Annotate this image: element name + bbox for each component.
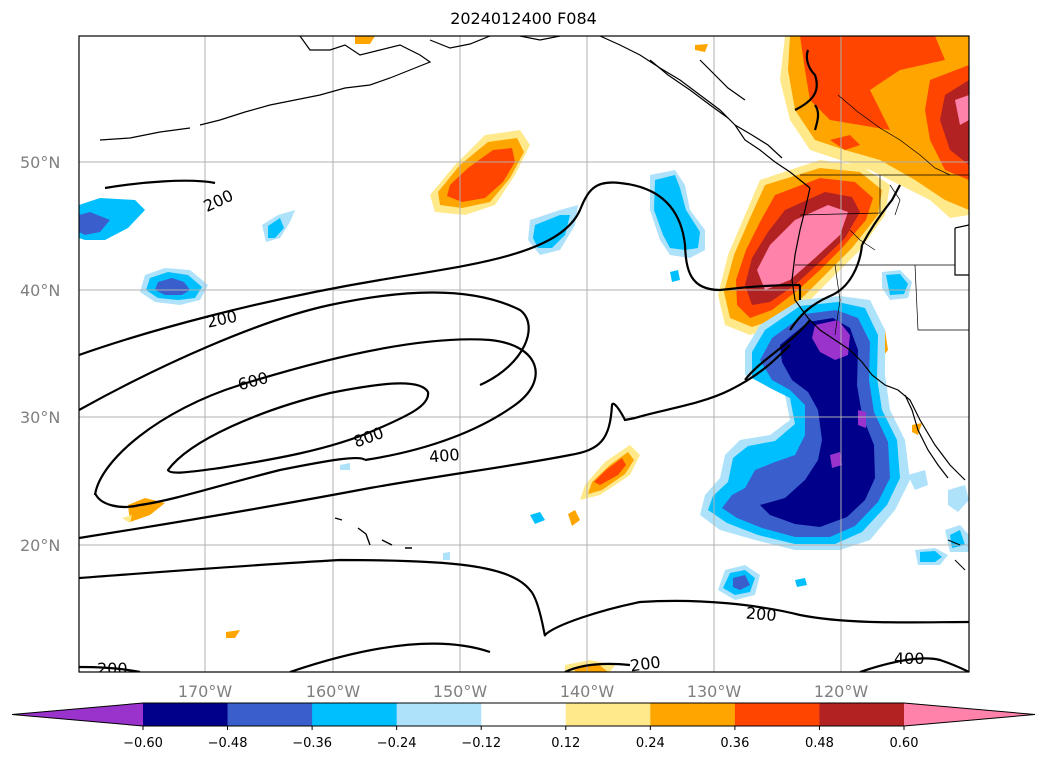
negative-anomaly-areas — [79, 170, 969, 600]
colorbar-segment — [143, 703, 229, 726]
contour-lines — [79, 49, 969, 672]
colorbar-segment — [734, 703, 820, 726]
lat-label-20n: 20°N — [20, 536, 60, 555]
colorbar-tick-label: 0.24 — [636, 736, 665, 751]
lon-label-160w: 160°W — [306, 682, 361, 701]
state-borders — [795, 174, 969, 336]
colorbar-segment — [227, 703, 313, 726]
lat-label-30n: 30°N — [20, 408, 60, 427]
colorbar-tick-label: −0.60 — [123, 736, 163, 751]
map-title: 2024012400 F084 — [450, 9, 597, 28]
colorbar-segment — [650, 703, 736, 726]
colorbar-tick-label: −0.24 — [377, 736, 417, 751]
contour-label: 200 — [97, 659, 128, 678]
baja-coast — [904, 394, 949, 479]
colorbar-tick-label: 0.48 — [805, 736, 834, 751]
colorbar-extend-low — [12, 703, 143, 726]
contour-label: 400 — [428, 445, 460, 467]
colorbar-segment — [481, 703, 567, 726]
latitude-labels: 50°N 40°N 30°N 20°N — [20, 153, 60, 555]
lon-label-120w: 120°W — [814, 682, 869, 701]
colorbar-tick-label: −0.36 — [292, 736, 332, 751]
contour-200-south — [79, 558, 969, 637]
colorbar-segment — [312, 703, 398, 726]
contour-200-north — [79, 181, 801, 357]
lon-label-140w: 140°W — [560, 682, 615, 701]
colorbar: −0.60 −0.48 −0.36 −0.24 −0.12 0.12 0.24 0.36 0.4… — [11, 702, 1036, 751]
contour-200-mid — [79, 291, 530, 411]
contour-600 — [93, 338, 537, 496]
contour-label: 200 — [745, 603, 777, 625]
colorbar-tick-label: −0.48 — [208, 736, 248, 751]
alaska-coast — [199, 36, 432, 126]
colorbar-segment — [396, 703, 482, 726]
lat-label-50n: 50°N — [20, 153, 60, 172]
contour-label: 400 — [894, 649, 925, 668]
lon-label-130w: 130°W — [687, 682, 742, 701]
lon-label-170w: 170°W — [178, 682, 233, 701]
colorbar-extend-high — [904, 703, 1035, 726]
colorbar-tick-label: 0.36 — [720, 736, 749, 751]
contour-800 — [166, 382, 430, 474]
longitude-labels: 170°W 160°W 150°W 140°W 130°W 120°W — [178, 682, 869, 701]
us-west-coast — [791, 187, 966, 481]
colorbar-segment — [819, 703, 905, 726]
colorbar-tick-label: −0.12 — [461, 736, 501, 751]
positive-anomaly-areas — [122, 36, 969, 672]
lat-label-40n: 40°N — [20, 281, 60, 300]
colorbar-segment — [565, 703, 651, 726]
colorbar-tick-label: 0.12 — [551, 736, 580, 751]
grid-lines — [79, 36, 969, 672]
colorbar-tick-label: 0.60 — [890, 736, 919, 751]
map-frame — [78, 35, 970, 673]
contour-400 — [79, 344, 791, 540]
coastlines — [99, 36, 969, 571]
lon-label-150w: 150°W — [433, 682, 488, 701]
contour-label: 200 — [629, 652, 662, 675]
